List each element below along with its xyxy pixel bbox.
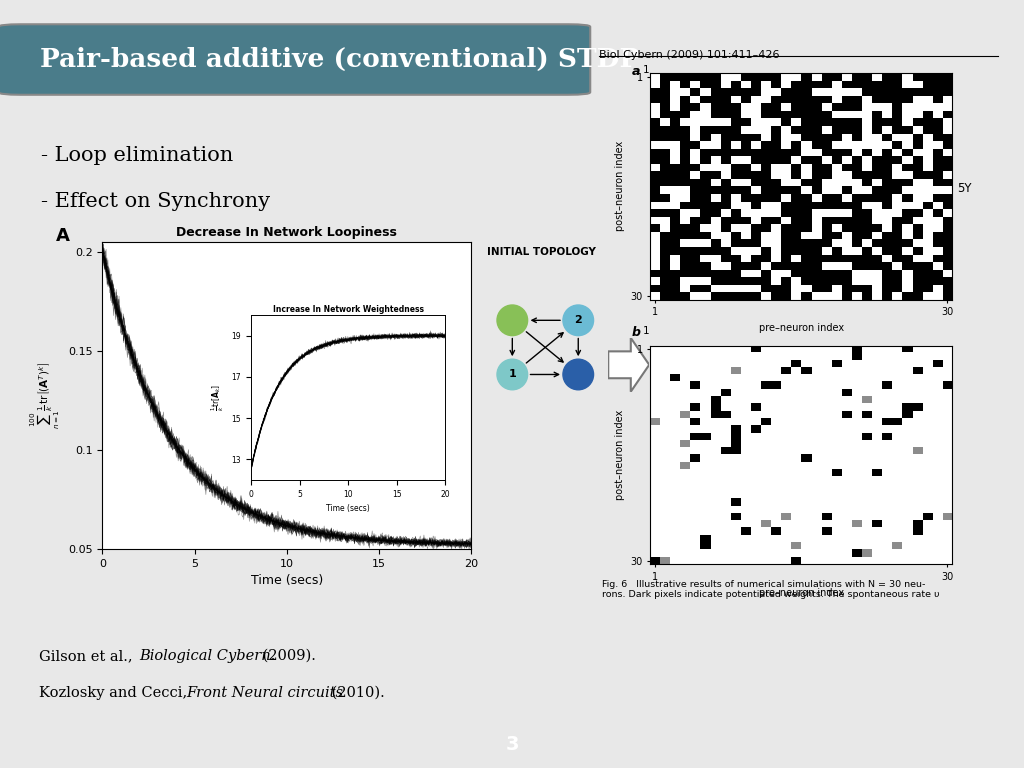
- Text: - Loop elimination: - Loop elimination: [41, 146, 233, 165]
- Text: 1: 1: [509, 369, 516, 379]
- Text: 5Y: 5Y: [957, 182, 972, 194]
- Text: Kozlosky and Cecci,: Kozlosky and Cecci,: [39, 686, 191, 700]
- Text: 1: 1: [643, 326, 649, 336]
- Text: Biological Cybern.: Biological Cybern.: [139, 649, 275, 663]
- Y-axis label: post–neuron index: post–neuron index: [614, 410, 625, 500]
- Text: Gilson et al.,: Gilson et al.,: [39, 649, 137, 663]
- Text: b: b: [632, 326, 641, 339]
- Y-axis label: $\sum_{n=1}^{100}\frac{1}{k}\,\mathrm{tr}\left[(\mathbf{A}^T)^k\right]$: $\sum_{n=1}^{100}\frac{1}{k}\,\mathrm{tr…: [30, 362, 62, 429]
- Text: Fig. 6   Illustrative results of numerical simulations with N = 30 neu-
rons. Da: Fig. 6 Illustrative results of numerical…: [602, 580, 940, 599]
- Text: - Effect on Synchrony: - Effect on Synchrony: [41, 192, 270, 211]
- Circle shape: [563, 305, 594, 336]
- Text: Front Neural circuits: Front Neural circuits: [186, 686, 343, 700]
- Text: Biol Cybern (2009) 101:411–426: Biol Cybern (2009) 101:411–426: [599, 50, 779, 60]
- Text: 3: 3: [505, 735, 519, 753]
- Circle shape: [563, 359, 594, 390]
- Text: Pair-based additive (conventional) STDP: Pair-based additive (conventional) STDP: [40, 47, 639, 72]
- X-axis label: Time (secs): Time (secs): [327, 505, 370, 513]
- Y-axis label: post–neuron index: post–neuron index: [614, 141, 625, 231]
- X-axis label: pre–neuron index: pre–neuron index: [759, 588, 844, 598]
- Polygon shape: [608, 338, 649, 392]
- FancyBboxPatch shape: [0, 25, 590, 94]
- Title: Decrease In Network Loopiness: Decrease In Network Loopiness: [176, 227, 397, 240]
- Text: 1: 1: [643, 65, 649, 74]
- FancyBboxPatch shape: [610, 354, 635, 376]
- Circle shape: [497, 359, 527, 390]
- Text: A: A: [56, 227, 71, 244]
- Text: (2009).: (2009).: [258, 649, 316, 663]
- Title: Increase In Network Weightedness: Increase In Network Weightedness: [272, 305, 424, 314]
- X-axis label: Time (secs): Time (secs): [251, 574, 323, 588]
- Y-axis label: $\frac{1}{k}\mathrm{tr}[\mathbf{A}_k]$: $\frac{1}{k}\mathrm{tr}[\mathbf{A}_k]$: [210, 384, 226, 411]
- Text: INITIAL TOPOLOGY: INITIAL TOPOLOGY: [487, 247, 596, 257]
- Circle shape: [497, 305, 527, 336]
- X-axis label: pre–neuron index: pre–neuron index: [759, 323, 844, 333]
- Text: 2: 2: [574, 316, 582, 326]
- Text: (2010).: (2010).: [327, 686, 384, 700]
- Text: a: a: [632, 65, 640, 78]
